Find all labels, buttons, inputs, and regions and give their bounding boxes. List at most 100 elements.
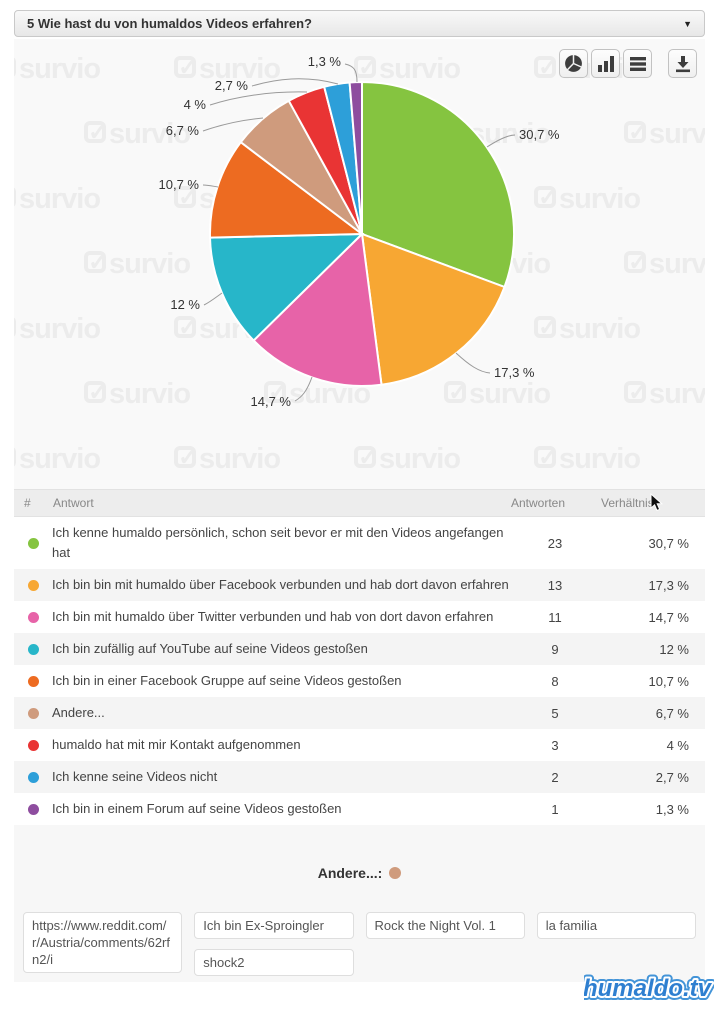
answer-ratio: 6,7 % [600,697,705,729]
pie-percent-label: 10,7 % [159,177,200,192]
answer-text: Ich bin in einer Facebook Gruppe auf sei… [52,673,402,688]
table-row: Andere... 5 6,7 % [14,697,705,729]
survio-logo-watermark: ✓survio [14,53,101,86]
question-title: 5 Wie hast du von humaldos Videos erfahr… [27,16,312,31]
table-row: Ich bin mit humaldo über Twitter verbund… [14,601,705,633]
answer-text: Ich bin in einem Forum auf seine Videos … [52,801,342,816]
answer-count: 1 [551,801,559,817]
answer-count: 13 [510,569,600,601]
pie-percent-label: 4 % [184,97,207,112]
column-header-ratio: Verhältnis [600,489,705,517]
pie-chart-view-button[interactable] [559,49,588,78]
survio-logo-watermark: ✓survio [534,313,641,346]
answer-color-dot [27,803,39,815]
question-result-panel: 5 Wie hast du von humaldos Videos erfahr… [14,10,705,982]
download-button[interactable] [668,49,697,78]
table-row: Ich bin zufällig auf YouTube auf seine V… [14,633,705,665]
answer-color-dot [27,707,39,719]
other-answers-section: Andere...: https://www.reddit.com/r/Aust… [14,825,705,982]
table-row: Ich kenne humaldo persönlich, schon seit… [14,517,705,570]
svg-text:humaldo.tv: humaldo.tv [584,975,713,1002]
download-icon [675,55,690,72]
answer-color-dot [27,643,39,655]
svg-text:humaldo.tv: humaldo.tv [584,975,713,1002]
table-row: Ich bin in einer Facebook Gruppe auf sei… [14,665,705,697]
answers-table: # Antwort Antworten Verhältnis Ich kenne… [14,489,705,825]
column-header-count: Antworten [510,489,600,517]
answer-color-dot [27,611,39,623]
answer-color-dot [27,771,39,783]
survio-logo-watermark: ✓survio [444,378,551,411]
answer-text: humaldo hat mit mir Kontakt aufgenommen [52,737,301,752]
answer-color-cell [14,633,52,665]
list-view-button[interactable] [623,49,652,78]
survio-logo-watermark: ✓survio [354,443,461,476]
answer-color-cell [14,517,52,570]
survio-logo-watermark: ✓survio [14,183,101,216]
answer-count: 2 [510,761,600,793]
question-header[interactable]: 5 Wie hast du von humaldos Videos erfahr… [14,10,705,37]
answer-text: Ich bin bin mit humaldo über Facebook ve… [52,569,510,601]
answer-color-cell [14,793,52,825]
survio-logo-watermark: ✓survio [84,118,191,151]
answer-ratio: 12 % [600,633,705,665]
other-answers-label: Andere...: [317,865,383,881]
answer-color-cell [14,697,52,729]
survio-logo-watermark: ✓survio [534,183,641,216]
answer-count: 11 [548,609,562,625]
pie-percent-label: 14,7 % [251,394,292,409]
answer-count: 5 [510,697,600,729]
answer-ratio: 4 % [666,737,689,753]
chart-toolbar [559,49,697,78]
pie-percent-label: 17,3 % [494,365,535,380]
table-row: Ich kenne seine Videos nicht 2 2,7 % [14,761,705,793]
label-leader-line [209,91,308,106]
pie-percent-label: 2,7 % [215,78,249,93]
other-answer-box: https://www.reddit.com/r/Austria/comment… [23,912,183,973]
label-leader-line [486,134,516,148]
bar-chart-view-button[interactable] [591,49,620,78]
other-answer-box: Ich bin Ex-Sproingler [194,912,354,939]
pie-slice[interactable] [252,231,383,387]
column-header-number: # [14,489,52,517]
list-view-icon [629,56,646,71]
pie-slice[interactable] [361,80,515,289]
answer-color-dot [27,579,39,591]
answer-ratio: 30,7 % [648,535,689,551]
label-leader-line [294,376,313,402]
answer-ratio: 17,3 % [600,569,705,601]
svg-text:humaldo.tv: humaldo.tv [584,975,713,1002]
other-answers-column: https://www.reddit.com/r/Austria/comment… [23,912,183,973]
other-answer-box: la familia [536,912,696,939]
label-leader-line [202,117,264,132]
answer-ratio: 14,7 % [648,609,689,625]
pie-slice[interactable] [348,80,363,235]
humaldo-tv-watermark: humaldo.tv humaldo.tv humaldo.tv [579,971,717,1010]
pie-percent-label: 30,7 % [519,127,560,142]
other-answers-column: la familia [536,912,696,939]
survio-logo-watermark: ✓survio [14,443,101,476]
survio-logo-watermark: ✓survio [14,313,101,346]
pie-percent-label: 12 % [170,297,200,312]
label-leader-line [455,352,491,374]
survio-logo-watermark: ✓survio [174,53,281,86]
other-answers-heading: Andere...: [14,865,705,881]
chevron-down-icon: ▼ [683,18,692,29]
pie-chart-icon [565,54,582,72]
answer-color-cell [14,761,52,793]
bar-chart-icon [597,55,614,72]
answer-text: Ich kenne humaldo persönlich, schon seit… [52,525,504,560]
label-leader-line [344,63,358,83]
other-answers-grid: https://www.reddit.com/r/Austria/comment… [14,912,705,976]
answer-color-cell [14,569,52,601]
answer-color-cell [14,601,52,633]
survio-logo-watermark: ✓survio [624,378,705,411]
table-header-row: # Antwort Antworten Verhältnis [14,489,705,517]
label-leader-line [202,184,219,188]
survio-logo-watermark: ✓survio [534,443,641,476]
answer-count: 9 [510,633,600,665]
table-row: humaldo hat mit mir Kontakt aufgenommen 3… [14,729,705,761]
other-color-dot [389,867,402,879]
chart-section: ✓survio ✓survio ✓survio ✓survio ✓survio ✓surv… [14,39,705,489]
answer-text: Ich kenne seine Videos nicht [52,761,510,793]
